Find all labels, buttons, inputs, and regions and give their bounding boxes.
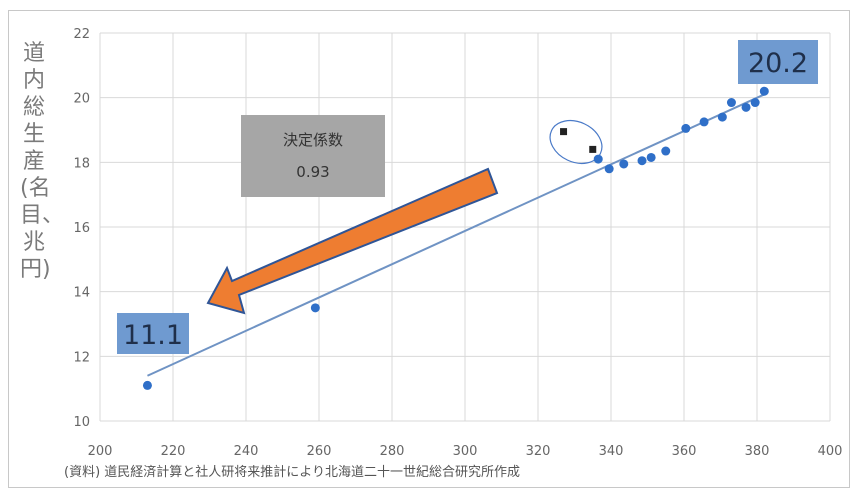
data-point [699, 117, 709, 127]
chart-frame [8, 10, 850, 488]
y-tick-label: 10 [73, 415, 90, 430]
x-tick-label: 280 [380, 444, 405, 459]
data-point [593, 154, 603, 164]
x-tick-label: 260 [307, 444, 332, 459]
data-point [759, 86, 769, 96]
r2-box [241, 115, 385, 197]
y-tick-label: 16 [73, 221, 90, 236]
end-label: 20.2 [748, 48, 808, 79]
x-tick-label: 400 [818, 444, 843, 459]
y-tick-label: 12 [73, 350, 90, 365]
x-tick-label: 340 [599, 444, 624, 459]
arrow-shape [206, 167, 499, 315]
data-point [619, 159, 629, 169]
start-label: 11.1 [123, 320, 183, 351]
data-point [646, 152, 656, 162]
data-point-highlight [589, 145, 597, 153]
r2-title: 決定係数 [283, 131, 343, 149]
y-tick-label: 22 [73, 27, 90, 42]
data-point [681, 123, 691, 133]
trendline [147, 93, 765, 377]
data-point [142, 380, 152, 390]
data-point [661, 146, 671, 156]
y-axis-label: 道内総生産(名目、兆円) [20, 41, 65, 282]
highlight-ellipse [549, 119, 603, 165]
x-tick-label: 360 [672, 444, 697, 459]
x-tick-label: 380 [745, 444, 770, 459]
end-label-box [738, 40, 818, 84]
data-point [741, 102, 751, 112]
data-point-highlight [560, 128, 568, 136]
data-point [637, 156, 647, 166]
y-tick-label: 14 [73, 286, 90, 301]
data-point [717, 112, 727, 122]
data-point [604, 164, 614, 174]
y-tick-label: 20 [73, 92, 90, 107]
data-point [750, 98, 760, 108]
source-note: (資料) 道民経済計算と社人研将来推計により北海道二十一世紀総合研究所作成 [64, 465, 521, 480]
x-tick-label: 220 [161, 444, 186, 459]
x-tick-label: 240 [234, 444, 259, 459]
data-point [310, 303, 320, 313]
y-tick-label: 18 [73, 156, 90, 171]
r2-value: 0.93 [296, 163, 329, 181]
start-label-box [117, 313, 189, 354]
x-tick-label: 300 [453, 444, 478, 459]
x-tick-label: 200 [88, 444, 113, 459]
x-tick-label: 320 [526, 444, 551, 459]
data-point [726, 98, 736, 108]
